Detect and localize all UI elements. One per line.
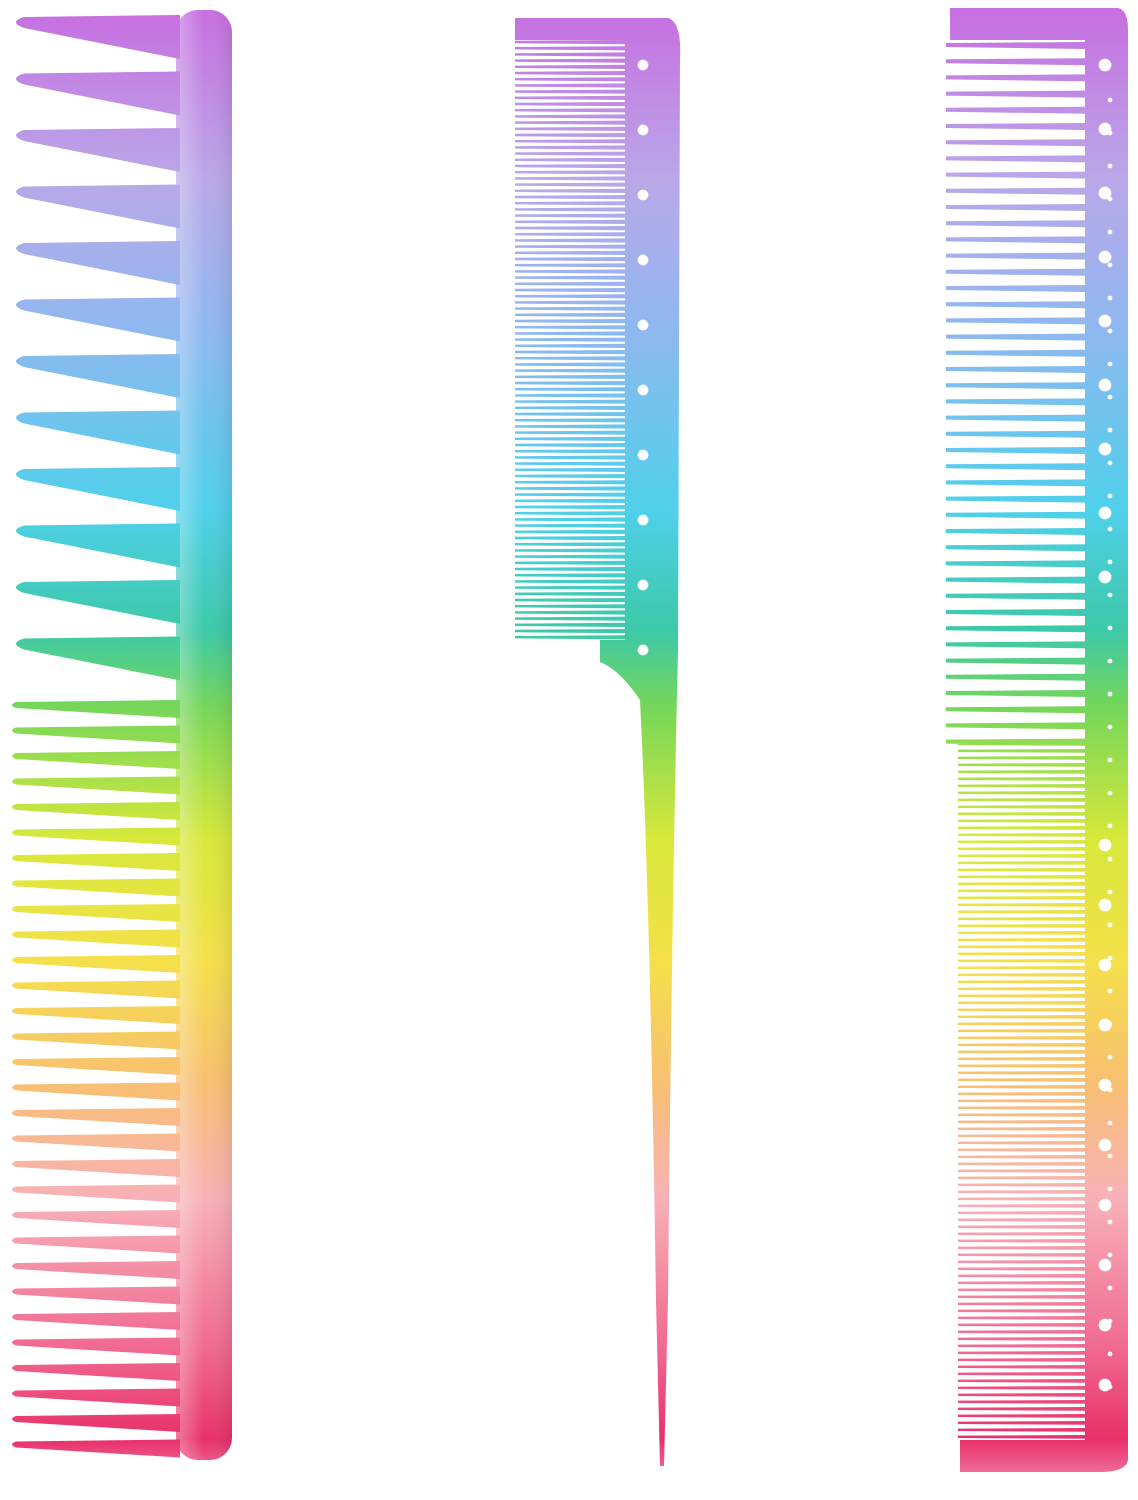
star-hole xyxy=(1107,394,1113,400)
star-hole xyxy=(1107,1219,1113,1225)
star-hole xyxy=(1098,378,1112,392)
star-hole xyxy=(1107,262,1113,268)
star-hole xyxy=(1107,790,1113,796)
star-hole xyxy=(1107,130,1113,136)
star-hole xyxy=(1107,559,1113,565)
star-hole xyxy=(1107,1285,1113,1291)
star-hole xyxy=(1107,823,1113,829)
star-hole xyxy=(1107,295,1113,301)
star-hole xyxy=(1098,1258,1112,1272)
star-hole xyxy=(1098,898,1112,912)
star-hole xyxy=(1107,988,1113,994)
star-hole xyxy=(1107,658,1113,664)
star-hole xyxy=(1107,1153,1113,1159)
star-hole xyxy=(1107,1021,1113,1027)
star-hole xyxy=(1107,889,1113,895)
star-hole xyxy=(1107,1351,1113,1357)
star-hole xyxy=(1107,757,1113,763)
star-hole xyxy=(1107,1252,1113,1258)
star-hole xyxy=(1107,526,1113,532)
star-hole xyxy=(1107,625,1113,631)
star-hole xyxy=(1107,1120,1113,1126)
star-hole xyxy=(1098,314,1112,328)
teeth-shape xyxy=(12,15,1086,1458)
star-hole xyxy=(1107,196,1113,202)
star-hole xyxy=(1098,58,1112,72)
star-hole xyxy=(1098,1138,1112,1152)
star-hole xyxy=(1098,442,1112,456)
star-hole xyxy=(637,59,649,71)
star-hole xyxy=(1107,427,1113,433)
star-hole xyxy=(1107,856,1113,862)
star-hole xyxy=(1107,1054,1113,1060)
star-hole xyxy=(1107,1087,1113,1093)
comb-sheen xyxy=(176,10,232,1460)
star-hole xyxy=(637,514,649,526)
star-hole xyxy=(637,384,649,396)
comb-teeth xyxy=(12,15,1086,1458)
star-hole xyxy=(1107,328,1113,334)
star-hole xyxy=(1107,460,1113,466)
star-hole xyxy=(637,319,649,331)
star-hole xyxy=(1098,838,1112,852)
star-hole xyxy=(1107,163,1113,169)
star-hole xyxy=(1107,922,1113,928)
star-hole xyxy=(1098,570,1112,584)
star-hole xyxy=(1098,1078,1112,1092)
star-hole xyxy=(637,449,649,461)
star-hole xyxy=(1098,186,1112,200)
star-hole xyxy=(637,254,649,266)
star-hole xyxy=(1107,691,1113,697)
star-hole xyxy=(1107,1384,1113,1390)
star-hole xyxy=(637,124,649,136)
star-hole xyxy=(1107,1318,1113,1324)
star-hole xyxy=(637,644,649,656)
star-hole xyxy=(637,579,649,591)
star-hole xyxy=(1107,1186,1113,1192)
star-hole xyxy=(637,189,649,201)
star-hole xyxy=(1098,958,1112,972)
star-hole xyxy=(1098,250,1112,264)
star-hole xyxy=(1107,361,1113,367)
star-holes xyxy=(637,58,1113,1392)
star-hole xyxy=(1107,592,1113,598)
wide-tooth-comb xyxy=(176,10,232,1460)
star-hole xyxy=(1098,506,1112,520)
star-hole xyxy=(1107,955,1113,961)
star-hole xyxy=(1107,724,1113,730)
comb-top-bar xyxy=(515,18,625,40)
comb-spine xyxy=(600,18,681,1466)
tail-comb xyxy=(515,18,681,1466)
star-hole xyxy=(1098,1198,1112,1212)
star-hole xyxy=(1107,229,1113,235)
star-hole xyxy=(1107,493,1113,499)
star-hole xyxy=(1107,97,1113,103)
